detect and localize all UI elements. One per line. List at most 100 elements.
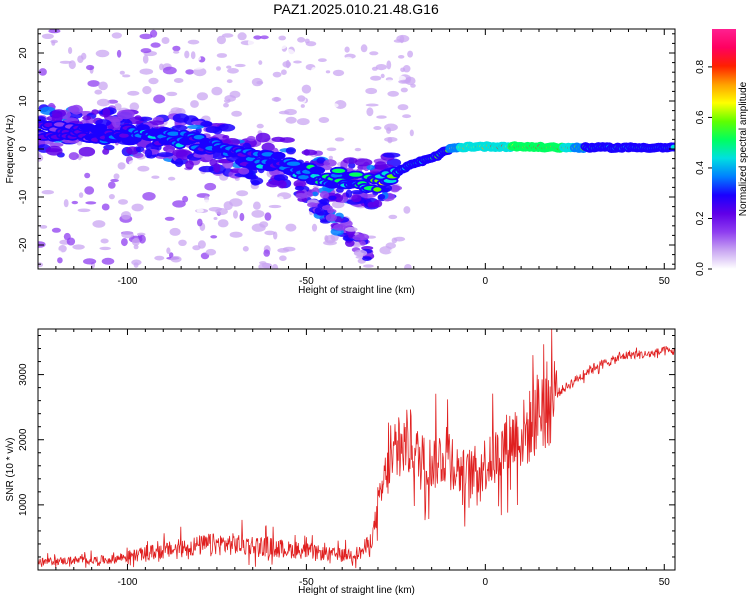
heatmap-speckle: [365, 87, 378, 95]
heatmap-speckle: [210, 235, 218, 239]
heatmap-ridge-core: [193, 135, 205, 140]
heatmap-speckle: [154, 255, 165, 261]
heatmap-speckle: [41, 33, 54, 39]
heatmap-speckle: [346, 35, 352, 42]
heatmap-speckle: [139, 68, 154, 75]
heatmap-speckle: [410, 83, 416, 88]
heatmap-speckle: [226, 79, 233, 84]
heatmap-speckle: [264, 212, 272, 221]
heatmap-speckle: [234, 63, 246, 68]
heatmap-cloud: [271, 136, 286, 142]
heatmap-speckle: [390, 249, 396, 253]
heatmap-ridge-core: [44, 122, 54, 128]
heatmap-speckle: [77, 55, 84, 63]
heatmap-cloud: [351, 194, 362, 203]
heatmap-speckle: [50, 48, 60, 58]
heatmap-cloud: [354, 158, 373, 167]
heatmap-speckle: [109, 224, 119, 230]
heatmap-cloud: [238, 167, 250, 175]
heatmap-speckle: [101, 203, 110, 211]
spectrogram-heatmap: [38, 29, 675, 269]
heatmap-speckle: [39, 225, 48, 229]
heatmap-cloud: [343, 157, 358, 164]
heatmap-speckle: [350, 100, 363, 106]
heatmap-speckle: [190, 100, 199, 108]
heatmap-speckle: [318, 117, 330, 123]
heatmap-speckle: [117, 162, 126, 170]
heatmap-cloud: [261, 142, 275, 152]
heatmap-speckle: [98, 81, 108, 91]
heatmap-speckle: [138, 234, 146, 244]
heatmap-cloud: [116, 109, 135, 120]
heatmap-speckle: [140, 48, 152, 54]
heatmap-speckle: [193, 67, 207, 77]
heatmap-speckle: [142, 192, 156, 201]
heatmap-cloud: [171, 125, 188, 131]
heatmap-speckle: [387, 90, 400, 97]
heatmap-cloud: [213, 163, 221, 173]
heatmap-speckle: [237, 32, 247, 41]
heatmap-speckle: [118, 199, 128, 205]
heatmap-speckle: [100, 238, 109, 244]
heatmap-speckle: [285, 116, 297, 124]
y-tick-label: 0: [18, 146, 29, 152]
heatmap-cloud: [91, 109, 99, 115]
heatmap-speckle: [256, 80, 264, 85]
heatmap-speckle: [370, 151, 379, 159]
heatmap-cloud: [218, 123, 236, 132]
heatmap-speckle: [107, 99, 119, 104]
heatmap-speckle: [278, 35, 287, 41]
heatmap-speckle: [121, 231, 134, 239]
heatmap-speckle: [239, 212, 245, 222]
spectrogram-x-ticks: -100 -50 0 50: [55, 29, 670, 287]
heatmap-speckle: [131, 238, 140, 246]
heatmap-cloud: [51, 113, 63, 123]
heatmap-speckle: [384, 137, 398, 142]
heatmap-speckle: [227, 68, 239, 74]
heatmap-cloud: [294, 185, 305, 191]
heatmap-speckle: [334, 137, 345, 142]
heatmap-speckle: [223, 102, 229, 108]
heatmap-speckle: [48, 29, 61, 34]
heatmap-speckle: [71, 200, 79, 205]
heatmap-speckle: [270, 256, 276, 262]
colorbar: 0.0 0.2 0.4 0.6 0.8 Normalized spectral ampl…: [695, 29, 749, 276]
heatmap-speckle: [276, 41, 287, 50]
heatmap-speckle: [84, 186, 95, 195]
x-tick-label: -50: [299, 577, 314, 588]
snr-y-ticks: 1000 2000 3000: [18, 335, 675, 558]
heatmap-speckle: [233, 262, 242, 269]
heatmap-speckle: [370, 75, 382, 81]
heatmap-cloud: [314, 207, 322, 215]
heatmap-cloud: [78, 146, 96, 157]
heatmap-speckle: [328, 155, 333, 160]
heatmap-cloud: [134, 115, 142, 121]
snr-x-axis-label: Height of straight line (km): [298, 585, 415, 596]
heatmap-cloud: [323, 159, 337, 167]
heatmap-speckle: [122, 74, 131, 78]
heatmap-cloud: [112, 118, 121, 128]
heatmap-speckle: [256, 123, 264, 129]
heatmap-speckle: [253, 201, 261, 210]
heatmap-cloud: [377, 194, 386, 200]
heatmap-speckle: [375, 64, 387, 71]
heatmap-speckle: [343, 56, 354, 64]
heatmap-speckle: [275, 105, 288, 111]
heatmap-cloud: [303, 149, 310, 156]
heatmap-speckle: [204, 182, 217, 191]
heatmap-speckle: [127, 90, 140, 96]
y-tick-label: -10: [18, 189, 29, 204]
spectrogram-y-axis-label: Frequency (Hz): [5, 115, 16, 184]
colorbar-scale: [712, 29, 736, 269]
heatmap-speckle: [233, 210, 238, 219]
heatmap-speckle: [151, 175, 160, 179]
heatmap-speckle: [166, 91, 178, 97]
heatmap-speckle: [282, 61, 292, 68]
heatmap-cloud: [285, 147, 296, 155]
heatmap-cloud: [273, 174, 289, 182]
heatmap-ridge-core: [298, 175, 311, 180]
heatmap-ridge-core: [119, 133, 129, 138]
heatmap-speckle: [344, 46, 350, 53]
heatmap-cloud: [68, 152, 79, 161]
